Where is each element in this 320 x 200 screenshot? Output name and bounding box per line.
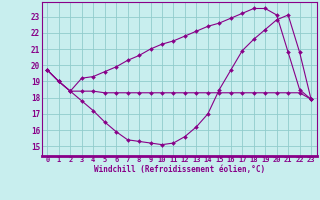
X-axis label: Windchill (Refroidissement éolien,°C): Windchill (Refroidissement éolien,°C) bbox=[94, 165, 265, 174]
